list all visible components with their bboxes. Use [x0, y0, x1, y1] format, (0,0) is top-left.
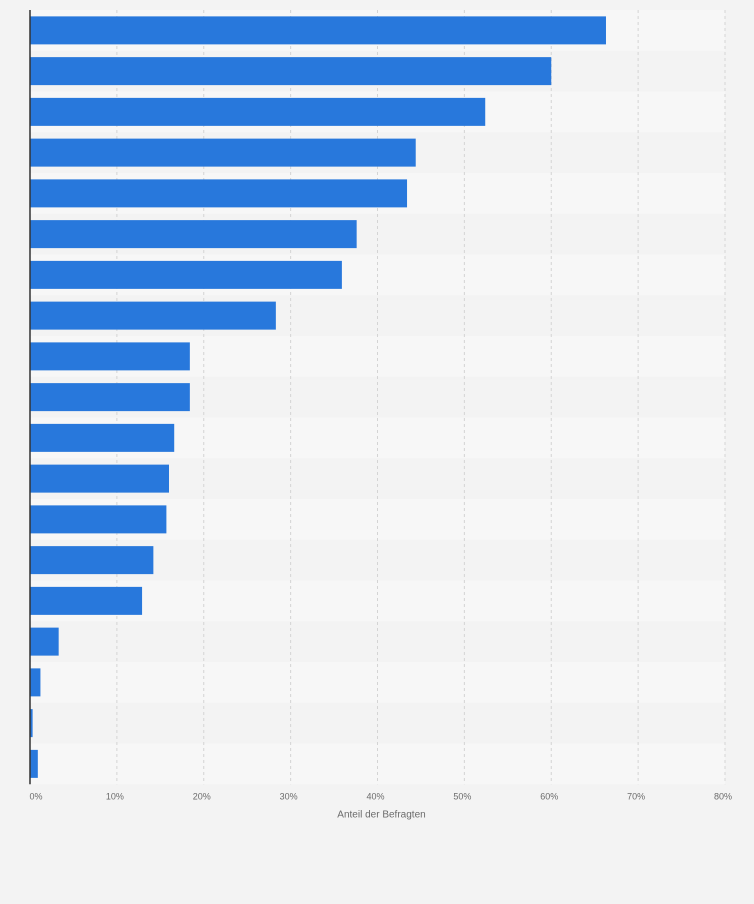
bar[interactable] — [30, 57, 552, 86]
bar[interactable] — [30, 138, 416, 167]
bar[interactable] — [30, 627, 59, 656]
x-tick-label: 60% — [540, 791, 558, 801]
bar[interactable] — [30, 749, 38, 778]
x-tick-label: 40% — [366, 791, 384, 801]
bar[interactable] — [30, 464, 169, 493]
bar[interactable] — [30, 709, 33, 738]
bar[interactable] — [30, 505, 167, 534]
bar[interactable] — [30, 220, 357, 249]
bar[interactable] — [30, 586, 143, 615]
x-tick-label: 50% — [453, 791, 471, 801]
x-tick-label: 10% — [106, 791, 124, 801]
bar[interactable] — [30, 342, 190, 371]
x-tick-label: 30% — [280, 791, 298, 801]
bar[interactable] — [30, 179, 408, 208]
bar[interactable] — [30, 668, 41, 697]
x-tick-label: 80% — [714, 791, 732, 801]
x-tick-label: 70% — [627, 791, 645, 801]
bar[interactable] — [30, 97, 486, 126]
bar[interactable] — [30, 546, 154, 575]
bar[interactable] — [30, 301, 276, 330]
bar[interactable] — [30, 260, 342, 289]
bar[interactable] — [30, 383, 190, 412]
bars — [30, 16, 606, 778]
x-axis-title: Anteil der Befragten — [337, 809, 425, 820]
x-tick-labels: 0% 10% 20% 30% 40% 50% 60% 70% 80% — [29, 791, 732, 801]
x-tick-label: 20% — [193, 791, 211, 801]
bar[interactable] — [30, 423, 175, 452]
bar[interactable] — [30, 16, 606, 45]
x-tick-label: 0% — [29, 791, 42, 801]
